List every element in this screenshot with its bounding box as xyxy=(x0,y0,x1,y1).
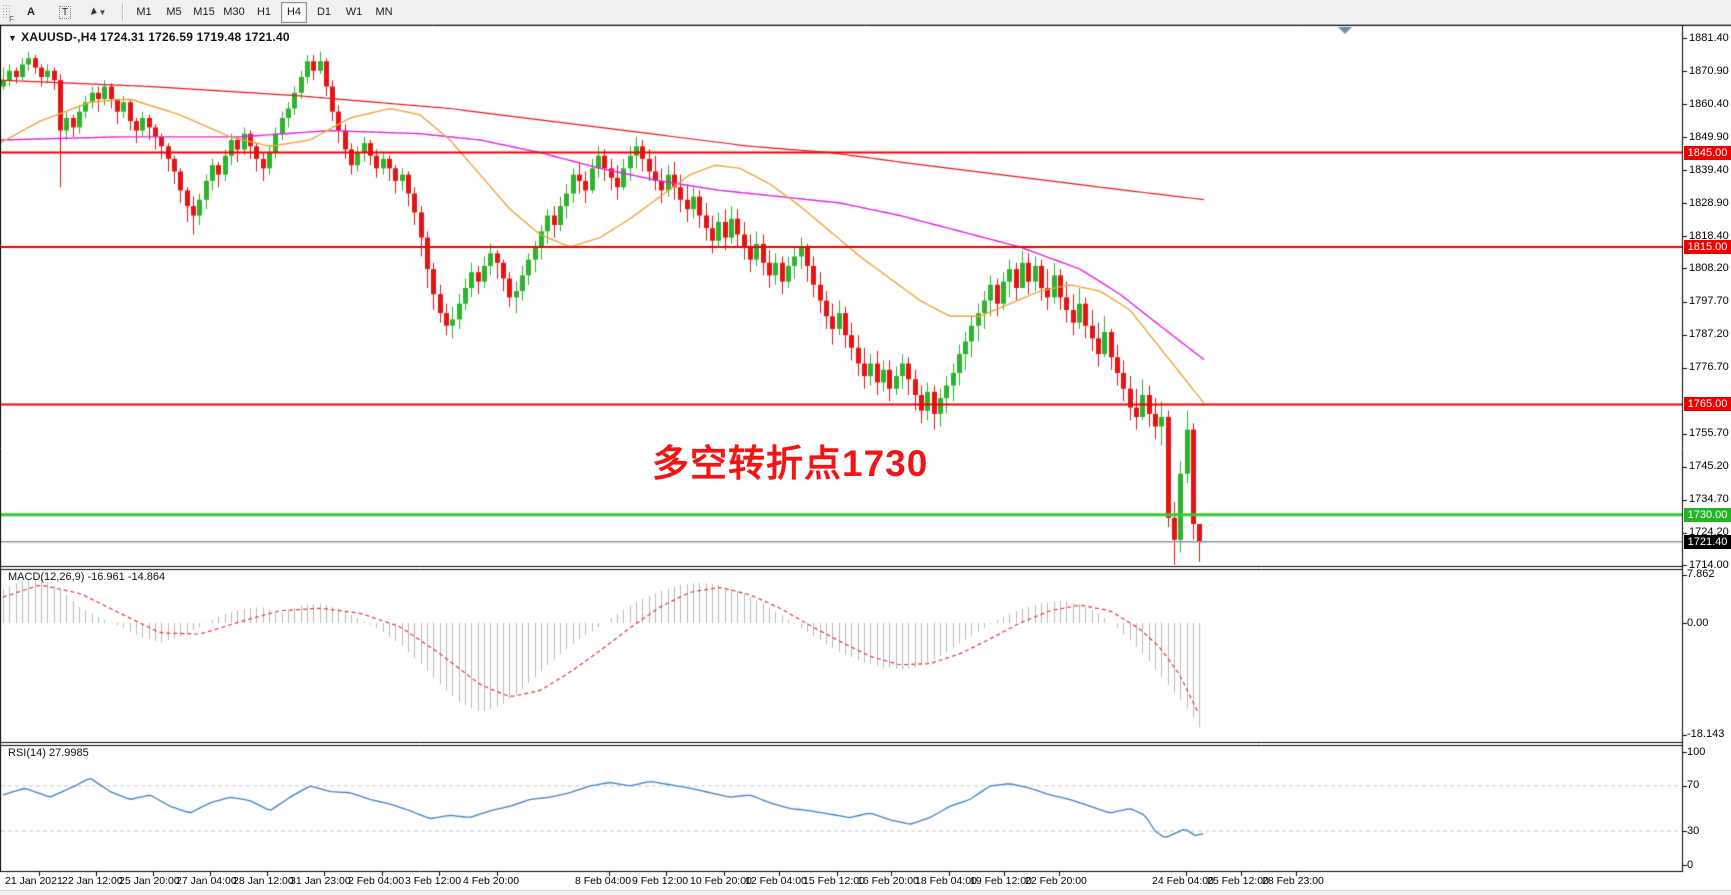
time-axis-label: 4 Feb 20:00 xyxy=(463,875,520,887)
price-axis-label: 1860.40 xyxy=(1689,97,1729,110)
price-axis-label: 1818.40 xyxy=(1689,229,1729,242)
chart-dropdown-icon[interactable]: ▼ xyxy=(8,33,18,43)
bottom-strip xyxy=(0,890,1731,895)
time-axis-label: 15 Feb 12:00 xyxy=(803,875,865,887)
rsi-axis-label: 100 xyxy=(1687,745,1706,758)
time-axis-label: 25 Jan 20:00 xyxy=(119,875,180,887)
rsi-indicator-label: RSI(14) 27.9985 xyxy=(8,747,89,759)
price-axis-label: 1881.40 xyxy=(1689,31,1729,44)
price-axis-label: 1797.70 xyxy=(1689,295,1729,307)
rsi-axis-label: 70 xyxy=(1687,779,1700,792)
time-axis-label: 19 Feb 12:00 xyxy=(970,875,1032,887)
macd-indicator-label: MACD(12,26,9) -16.961 -14.864 xyxy=(8,571,166,583)
time-axis-label: 28 Jan 12:00 xyxy=(233,875,294,887)
time-axis-label: 24 Feb 04:00 xyxy=(1152,875,1214,887)
price-axis-label: 1787.20 xyxy=(1689,328,1729,341)
price-axis-label: 1839.40 xyxy=(1689,163,1729,176)
price-axis-label: 1755.70 xyxy=(1689,427,1729,440)
rsi-axis-label: 0 xyxy=(1687,858,1694,871)
time-axis-label: 22 Jan 12:00 xyxy=(62,875,123,887)
time-axis-label: 9 Feb 12:00 xyxy=(632,875,689,887)
price-axis-label: 1776.70 xyxy=(1689,361,1729,374)
hline-price-badge: 1845.00 xyxy=(1684,145,1731,160)
annotation-text[interactable]: 多空转折点1730 xyxy=(652,443,929,484)
time-axis-label: 28 Feb 23:00 xyxy=(1262,875,1324,887)
time-axis-label: 27 Jan 04:00 xyxy=(176,875,237,887)
time-axis-label: 25 Feb 12:00 xyxy=(1207,875,1269,887)
time-axis-label: 12 Feb 04:00 xyxy=(745,875,807,887)
price-axis-label: 1849.90 xyxy=(1689,130,1729,143)
price-axis-label: 1734.70 xyxy=(1689,493,1729,506)
time-axis-label: 10 Feb 20:00 xyxy=(690,875,752,887)
price-axis-label: 1808.20 xyxy=(1689,261,1729,274)
time-axis-label: 16 Feb 20:00 xyxy=(857,875,919,887)
current-price-badge: 1721.40 xyxy=(1684,534,1731,549)
time-axis-label: 2 Feb 04:00 xyxy=(348,875,405,887)
chart-title-text: XAUUSD-,H4 1724.31 1726.59 1719.48 1721.… xyxy=(21,30,290,44)
price-axis-label: 1870.90 xyxy=(1689,64,1729,77)
macd-axis-label: 0.00 xyxy=(1687,616,1709,629)
hline-price-badge: 1730.00 xyxy=(1684,507,1731,522)
time-axis-label: 21 Jan 2021 xyxy=(5,875,63,887)
time-axis-label: 18 Feb 04:00 xyxy=(915,875,977,887)
chart-title: ▼ XAUUSD-,H4 1724.31 1726.59 1719.48 1721… xyxy=(8,30,290,44)
macd-axis-label: -18.143 xyxy=(1687,728,1725,741)
time-axis-label: 8 Feb 04:00 xyxy=(575,875,632,887)
time-axis-label: 3 Feb 12:00 xyxy=(405,875,462,887)
price-axis-label: 1745.20 xyxy=(1689,460,1729,473)
hline-price-badge: 1765.00 xyxy=(1684,397,1731,412)
time-axis-label: 31 Jan 23:00 xyxy=(290,875,351,887)
time-axis-label: 22 Feb 20:00 xyxy=(1025,875,1087,887)
rsi-axis-label: 30 xyxy=(1687,824,1700,837)
hline-price-badge: 1815.00 xyxy=(1684,240,1731,255)
price-axis-label: 1714.00 xyxy=(1689,558,1729,571)
price-axis-label: 1828.90 xyxy=(1689,196,1729,209)
macd-axis-label: 7.862 xyxy=(1687,568,1715,581)
